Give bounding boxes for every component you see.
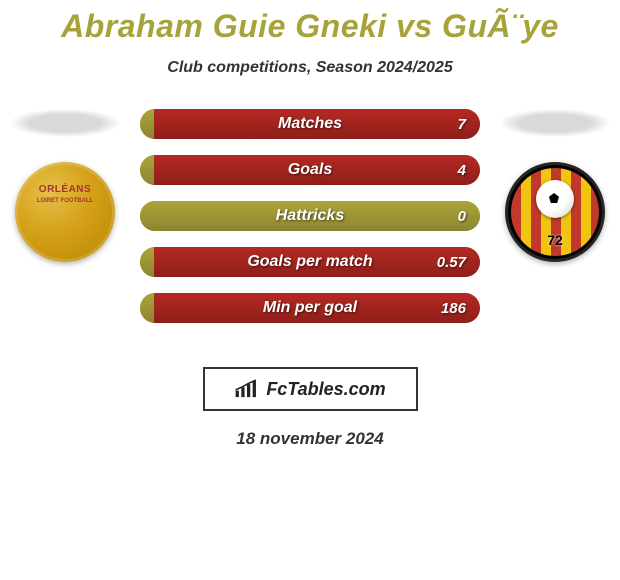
stat-value-right: 7 [458, 109, 466, 139]
stat-label: Matches [140, 109, 480, 139]
right-player-column: 72 [495, 109, 615, 262]
fctables-logo: FcTables.com [203, 367, 418, 411]
left-ellipse-shadow [10, 109, 120, 137]
stat-value-right: 0.57 [437, 247, 466, 277]
date-line: 18 november 2024 [0, 429, 620, 449]
page-title: Abraham Guie Gneki vs GuÃ¨ye [0, 0, 620, 45]
stat-value-right: 0 [458, 201, 466, 231]
soccer-ball-icon [536, 180, 574, 218]
stat-bars: Matches7Goals4Hattricks0Goals per match0… [140, 109, 480, 339]
stat-row: Min per goal186 [140, 293, 480, 323]
stat-label: Min per goal [140, 293, 480, 323]
comparison-area: Matches7Goals4Hattricks0Goals per match0… [0, 109, 620, 359]
right-ellipse-shadow [500, 109, 610, 137]
left-player-column [5, 109, 125, 262]
stat-value-right: 4 [458, 155, 466, 185]
stat-row: Goals4 [140, 155, 480, 185]
right-team-badge: 72 [505, 162, 605, 262]
stat-label: Hattricks [140, 201, 480, 231]
stat-value-right: 186 [441, 293, 466, 323]
bar-chart-icon [234, 378, 260, 400]
lemans-badge-number: 72 [505, 232, 605, 248]
stat-label: Goals per match [140, 247, 480, 277]
stat-row: Goals per match0.57 [140, 247, 480, 277]
subtitle: Club competitions, Season 2024/2025 [0, 59, 620, 77]
stat-row: Hattricks0 [140, 201, 480, 231]
left-team-badge [15, 162, 115, 262]
stat-label: Goals [140, 155, 480, 185]
fctables-text: FcTables.com [266, 379, 385, 400]
stat-row: Matches7 [140, 109, 480, 139]
